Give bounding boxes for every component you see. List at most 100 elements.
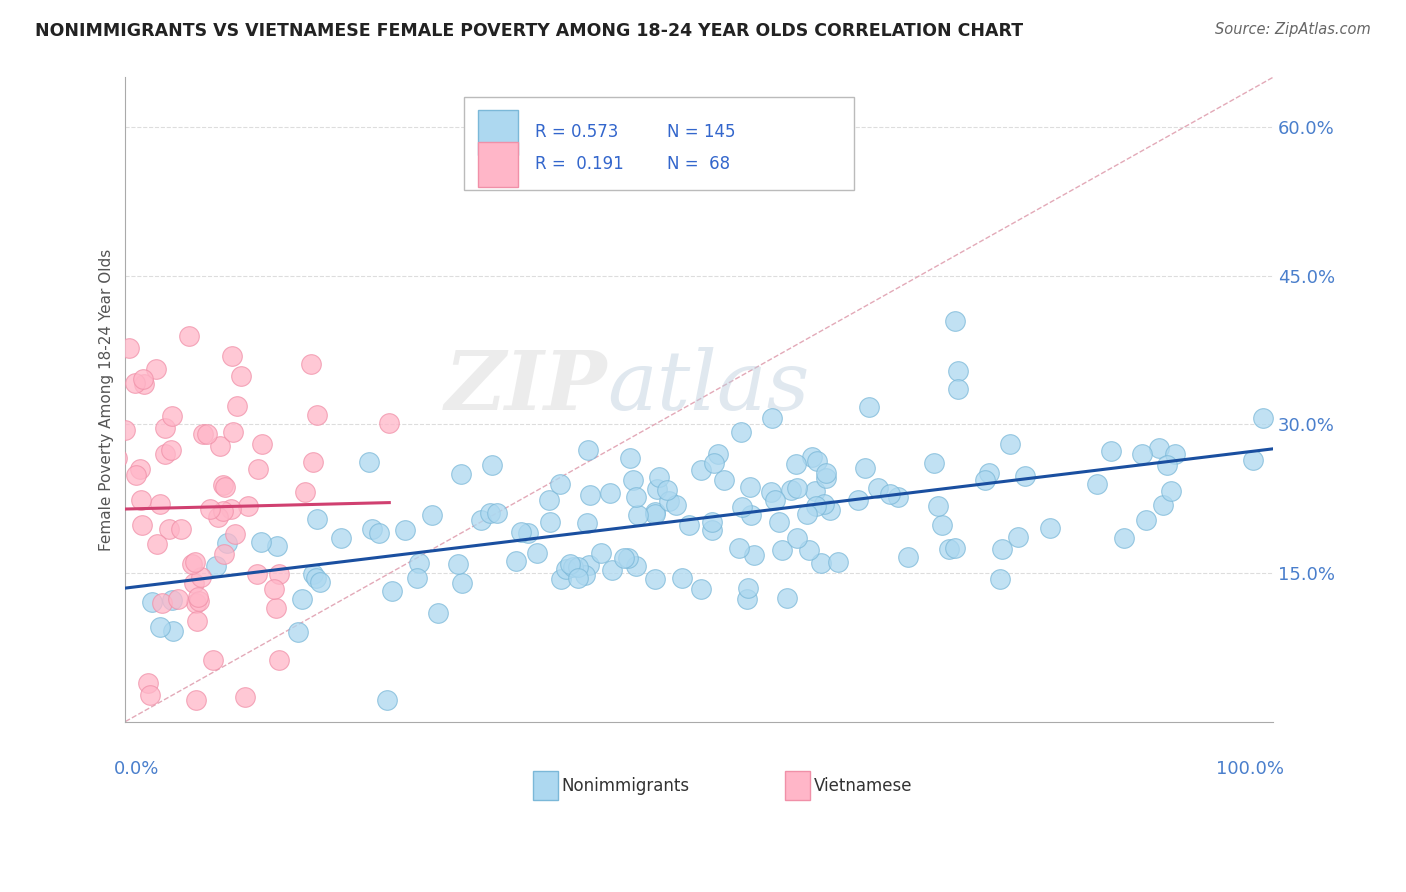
Point: [1251, 411, 1274, 425]
Point: [302, 455, 325, 469]
Point: [1007, 530, 1029, 544]
Point: [305, 570, 328, 584]
Point: [1135, 513, 1157, 527]
Point: [201, 653, 224, 667]
Point: [737, 581, 759, 595]
Point: [247, 462, 270, 476]
Point: [1014, 468, 1036, 483]
Point: [578, 558, 600, 572]
Point: [690, 463, 713, 477]
Point: [186, 692, 208, 706]
Point: [796, 508, 818, 522]
Point: [678, 518, 700, 533]
Point: [644, 572, 666, 586]
Point: [945, 541, 967, 556]
Point: [146, 537, 169, 551]
Point: [187, 590, 209, 604]
Point: [516, 525, 538, 540]
Point: [538, 493, 561, 508]
Point: [96, 541, 118, 555]
Point: [797, 543, 820, 558]
Point: [728, 541, 751, 555]
Point: [139, 688, 162, 702]
Text: N = 145: N = 145: [666, 123, 735, 141]
Point: [1085, 477, 1108, 491]
Point: [368, 525, 391, 540]
Text: 0.0%: 0.0%: [114, 760, 159, 778]
Point: [375, 692, 398, 706]
Point: [973, 473, 995, 487]
Text: ZIP: ZIP: [444, 347, 607, 426]
Point: [505, 554, 527, 568]
Point: [806, 454, 828, 468]
Point: [309, 574, 332, 589]
Point: [567, 559, 589, 574]
Point: [181, 557, 204, 571]
Point: [250, 535, 273, 549]
Point: [149, 498, 172, 512]
Point: [858, 400, 880, 414]
Point: [998, 437, 1021, 451]
Point: [665, 499, 688, 513]
Point: [59, 582, 82, 597]
Point: [294, 485, 316, 500]
Point: [160, 593, 183, 607]
Point: [132, 372, 155, 386]
Point: [658, 494, 681, 508]
Point: [221, 349, 243, 363]
Point: [922, 457, 945, 471]
Point: [486, 506, 509, 520]
Point: [183, 576, 205, 591]
Point: [742, 548, 765, 562]
Point: [548, 477, 571, 491]
Text: 100.0%: 100.0%: [1216, 760, 1284, 778]
Text: R =  0.191: R = 0.191: [536, 155, 624, 173]
Point: [105, 450, 128, 465]
Text: Vietnamese: Vietnamese: [814, 777, 912, 795]
Point: [946, 382, 969, 396]
Point: [291, 592, 314, 607]
Point: [134, 376, 156, 391]
Point: [361, 522, 384, 536]
Point: [131, 517, 153, 532]
Point: [136, 675, 159, 690]
Point: [170, 522, 193, 536]
Point: [114, 423, 136, 437]
FancyBboxPatch shape: [478, 110, 517, 154]
Point: [263, 582, 285, 596]
Point: [118, 341, 141, 355]
Point: [776, 591, 799, 606]
Point: [420, 508, 443, 522]
Point: [730, 425, 752, 439]
Point: [479, 506, 502, 520]
Point: [599, 485, 621, 500]
Point: [447, 558, 470, 572]
Point: [707, 447, 730, 461]
Point: [226, 399, 249, 413]
Point: [731, 500, 754, 515]
Point: [1114, 532, 1136, 546]
Point: [1099, 443, 1122, 458]
Point: [481, 458, 503, 472]
Point: [591, 546, 613, 560]
Point: [124, 376, 146, 390]
Point: [1152, 498, 1174, 512]
Point: [394, 523, 416, 537]
Point: [190, 570, 212, 584]
Point: [186, 614, 208, 628]
Point: [184, 596, 207, 610]
Point: [1147, 441, 1170, 455]
Text: atlas: atlas: [607, 347, 810, 426]
Point: [177, 329, 200, 343]
Point: [780, 483, 803, 497]
Point: [579, 487, 602, 501]
Point: [814, 466, 837, 480]
Point: [287, 625, 309, 640]
Point: [212, 477, 235, 491]
Text: R = 0.573: R = 0.573: [536, 123, 619, 141]
Point: [129, 493, 152, 508]
Point: [1039, 521, 1062, 535]
Point: [222, 425, 245, 439]
Point: [621, 473, 644, 487]
Point: [827, 555, 849, 569]
